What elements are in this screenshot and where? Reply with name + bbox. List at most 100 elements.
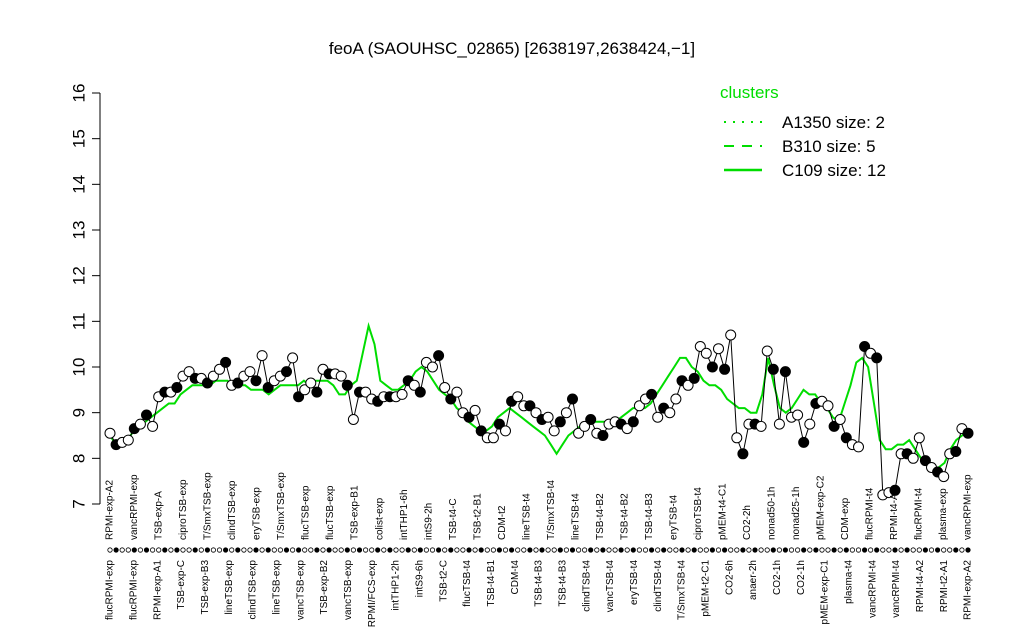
data-point (652, 411, 664, 423)
data-point (463, 411, 475, 423)
rug-mark (746, 547, 752, 553)
data-point (573, 427, 585, 439)
data-point (311, 386, 323, 398)
data-point (147, 420, 159, 432)
rug-mark (338, 547, 344, 553)
rug-mark (557, 547, 563, 553)
x-tick-label-bottom: intTHP1-2h (391, 560, 402, 611)
plot-area (104, 322, 974, 501)
x-tick-label-bottom: vancRPMI-t4 (867, 560, 878, 618)
rug-mark (880, 547, 886, 553)
data-point (828, 420, 840, 432)
x-tick-label-top: colist-exp (374, 497, 385, 540)
data-point (919, 455, 931, 467)
rug-mark (137, 547, 143, 553)
rug-mark (174, 547, 180, 553)
rug-mark (861, 547, 868, 553)
rug-mark (709, 547, 716, 553)
data-point (281, 366, 292, 378)
rug-mark (429, 547, 436, 553)
rug-mark (247, 547, 253, 553)
rug-mark (892, 547, 898, 553)
rug-mark (423, 547, 429, 553)
rug-mark (150, 547, 156, 553)
x-tick-label-bottom: pMEM-t2-C1 (700, 560, 711, 617)
x-tick-label-bottom: RPMI-exp-A1 (152, 560, 163, 620)
rug-mark (794, 547, 801, 553)
data-point (597, 430, 609, 441)
data-point (232, 377, 244, 389)
rug-mark (539, 547, 545, 553)
x-tick-label-top: intTHP1-6h (399, 489, 410, 540)
rug-mark (715, 547, 722, 553)
data-point (889, 484, 901, 496)
rug-mark (466, 547, 472, 553)
x-tick-label-top: flucTSB-exp (301, 485, 312, 540)
rug-mark (581, 547, 588, 553)
rug-mark (575, 547, 582, 553)
x-tick-label-top: eryTSB-exp (252, 487, 263, 540)
data-point (396, 388, 408, 400)
rug-mark (867, 547, 874, 553)
data-point (244, 366, 256, 378)
data-point (646, 388, 658, 400)
x-axis-labels: flucRPMI-exp flucRPMI-exp RPMI-exp-A1 TSB-e… (105, 472, 974, 627)
data-point (853, 441, 864, 453)
x-tick-label-top: ciproTSB-t4 (693, 487, 704, 540)
data-point (938, 471, 950, 483)
x-tick-label-top: vancRPMI-exp (963, 474, 974, 540)
x-tick-label-bottom: flucRPMI-exp (128, 560, 139, 620)
data-point (207, 370, 219, 382)
rug-mark (442, 547, 448, 553)
rug-mark (752, 547, 758, 553)
data-point (621, 423, 633, 435)
x-tick-label-bottom: clindTSB-exp (248, 560, 259, 620)
rug-mark (399, 547, 405, 553)
data-point (907, 452, 919, 464)
x-tick-label-bottom: eryTSB-t4 (629, 560, 640, 605)
rug-mark (411, 547, 417, 553)
x-tick-label-bottom: TSB-t2-C (438, 560, 449, 602)
rug-mark (131, 547, 137, 553)
data-point (201, 377, 213, 389)
rug-mark (113, 547, 119, 553)
data-point (256, 350, 268, 362)
rug-mark (928, 547, 935, 553)
rug-mark (776, 547, 783, 553)
rug-mark (265, 547, 271, 553)
x-tick-label-top: eryTSB-t4 (668, 495, 679, 540)
data-point (585, 414, 597, 425)
x-tick-label-top: clindTSB-exp (227, 480, 238, 540)
rug-mark (289, 547, 296, 553)
rug-mark (922, 547, 929, 553)
rug-mark (350, 547, 356, 553)
x-tick-label-top: TSB-t4-B3 (644, 493, 655, 540)
y-axis: 7 8 9 10 11 12 13 14 15 16 (69, 84, 101, 509)
data-point (360, 386, 372, 398)
data-point (512, 391, 524, 403)
x-tick-label-top: TSB-exp-A (154, 491, 165, 540)
x-tick-label-bottom: TSB-t4-B1 (486, 560, 497, 607)
data-point (798, 436, 810, 448)
data-point (694, 341, 706, 352)
data-point (183, 366, 195, 378)
data-point (567, 393, 578, 405)
rug-mark (849, 547, 856, 553)
x-tick-label-bottom: TSB-exp-B3 (200, 560, 211, 615)
rug-mark (904, 547, 910, 553)
rug-mark (375, 547, 381, 553)
rug-mark (740, 547, 746, 553)
rug-mark (606, 547, 612, 553)
legend-entry-3: C109 size: 12 (782, 161, 886, 180)
x-tick-label-top: T/SmxTSB-exp (203, 472, 214, 540)
rug-mark (959, 547, 965, 553)
x-tick-label-top: nonad25-1h (791, 487, 802, 540)
y-tick-label: 11 (69, 313, 88, 331)
rug-mark (673, 547, 679, 553)
rug-mark (259, 547, 265, 553)
rug-mark (320, 547, 326, 553)
y-tick-label: 10 (69, 358, 88, 377)
rug-mark (454, 547, 460, 553)
rug-mark (661, 547, 667, 553)
